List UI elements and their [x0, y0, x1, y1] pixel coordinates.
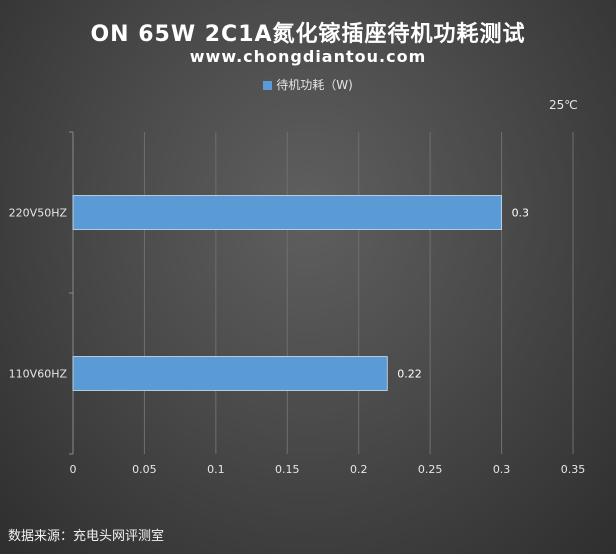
x-tick-label: 0.3 [493, 463, 511, 476]
data-label: 0.22 [397, 368, 422, 381]
legend-swatch [263, 81, 273, 90]
x-tick-label: 0.25 [418, 463, 443, 476]
x-tick-label: 0.35 [561, 463, 586, 476]
category-label: 220V50HZ [9, 207, 68, 220]
data-source: 数据来源：充电头网评测室 [8, 529, 165, 544]
x-tick-label: 0.05 [132, 463, 157, 476]
legend-label: 待机功耗（W) [276, 78, 353, 92]
bar [72, 195, 502, 230]
chart-subtitle: www.chongdiantou.com [189, 47, 427, 66]
x-tick-label: 0.2 [350, 463, 368, 476]
x-tick-label: 0 [70, 463, 77, 476]
bar [72, 356, 388, 391]
chart-title: ON 65W 2C1A氮化镓插座待机功耗测试 [90, 22, 526, 47]
data-label: 0.3 [512, 207, 529, 220]
temperature-annotation: 25℃ [549, 98, 578, 112]
x-tick-label: 0.1 [207, 463, 225, 476]
category-label: 110V60HZ [9, 368, 68, 381]
legend: 待机功耗（W) [0, 76, 616, 93]
x-tick-label: 0.15 [275, 463, 300, 476]
